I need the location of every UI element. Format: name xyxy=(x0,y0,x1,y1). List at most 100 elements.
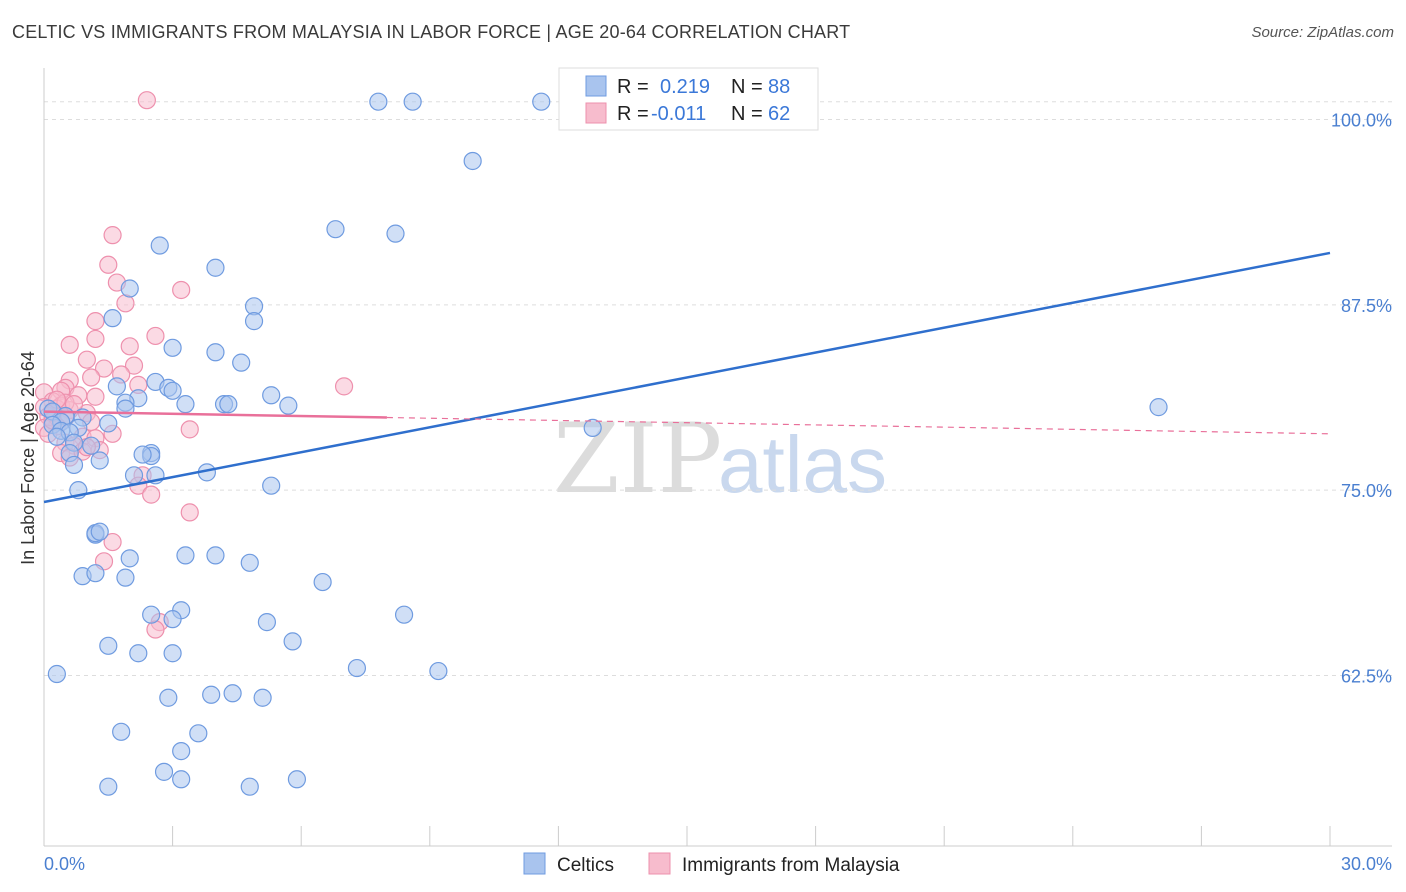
blue-point xyxy=(206,258,225,277)
blue-point xyxy=(154,762,174,781)
blue-point xyxy=(532,92,551,111)
gridlines xyxy=(44,101,1392,676)
pink-point xyxy=(60,335,79,354)
pink-point xyxy=(86,312,105,331)
legend-swatch-pink xyxy=(585,102,607,124)
blue-point xyxy=(150,236,169,255)
blue-point xyxy=(99,414,118,433)
trend-line-blue xyxy=(43,251,1331,504)
legend-r-value-blue: 0.219 xyxy=(660,76,710,98)
axes xyxy=(43,68,1392,847)
blue-point xyxy=(240,777,259,796)
y-axis-label: In Labor Force | Age 20-64 xyxy=(18,351,38,565)
blue-point xyxy=(244,312,264,331)
blue-point xyxy=(232,353,251,372)
blue-point xyxy=(287,770,307,789)
blue-point xyxy=(99,777,118,796)
blue-point xyxy=(347,658,367,678)
pink-point xyxy=(137,91,156,110)
y-tick-label: 62.5% xyxy=(1341,666,1392,686)
blue-point xyxy=(253,688,272,707)
y-tick-labels: 62.5% 75.0% 87.5% 100.0% xyxy=(1331,110,1392,686)
blue-point xyxy=(120,549,139,568)
blue-point xyxy=(172,742,191,761)
pink-point xyxy=(99,255,118,274)
blue-point xyxy=(86,564,105,583)
pink-point xyxy=(82,368,101,387)
blue-point xyxy=(386,224,405,243)
blue-point xyxy=(142,605,161,624)
y-tick-label: 75.0% xyxy=(1341,481,1392,501)
blue-point xyxy=(313,572,332,592)
blue-point xyxy=(262,476,281,495)
blue-point xyxy=(103,309,122,328)
blue-point xyxy=(206,546,225,565)
pink-point xyxy=(146,326,165,346)
blue-point xyxy=(64,455,84,475)
blue-point xyxy=(369,92,388,111)
blue-point xyxy=(394,605,414,624)
series-blue-points xyxy=(39,92,1168,796)
pink-point xyxy=(94,359,114,378)
blue-point xyxy=(47,664,66,684)
blue-point xyxy=(283,632,302,651)
blue-point xyxy=(163,381,182,400)
watermark-atlas: atlas xyxy=(718,420,887,509)
blue-point xyxy=(219,395,238,414)
legend-swatch-blue xyxy=(585,75,607,97)
watermark-zip: ZIP xyxy=(553,403,722,515)
blue-point xyxy=(116,568,135,587)
blue-point xyxy=(116,399,135,418)
blue-point xyxy=(47,427,66,446)
stats-legend: R = 0.219 N = 88 R = -0.011 N = 62 xyxy=(558,67,819,131)
blue-point xyxy=(326,220,345,239)
pink-point xyxy=(86,329,105,349)
blue-point xyxy=(112,722,131,741)
blue-point xyxy=(163,610,182,629)
x-tick-label-min: 0.0% xyxy=(44,854,85,874)
blue-point xyxy=(120,279,139,298)
blue-point xyxy=(172,770,191,789)
blue-point xyxy=(90,522,109,541)
blue-point xyxy=(403,92,422,111)
blue-point xyxy=(463,151,482,171)
blue-point xyxy=(223,684,242,703)
legend-n-label-pink: N = xyxy=(731,103,763,125)
series-legend: Celtics Immigrants from Malaysia xyxy=(523,852,900,876)
blue-point xyxy=(176,546,195,565)
blue-point xyxy=(90,451,109,470)
y-tick-label: 100.0% xyxy=(1331,110,1392,130)
pink-point xyxy=(142,485,161,504)
x-ticks xyxy=(43,826,1331,846)
series-legend-label-pink: Immigrants from Malaysia xyxy=(682,855,900,876)
blue-point xyxy=(163,338,182,357)
x-tick-label-max: 30.0% xyxy=(1341,854,1392,874)
pink-point xyxy=(120,337,139,356)
legend-n-value-blue: 88 xyxy=(768,76,790,98)
trend-line-pink-solid xyxy=(43,410,387,419)
legend-n-value-pink: 62 xyxy=(768,103,790,125)
blue-point xyxy=(206,343,225,362)
blue-point xyxy=(129,644,148,663)
blue-point xyxy=(107,377,126,396)
pink-point xyxy=(103,532,122,552)
blue-point xyxy=(1149,398,1168,417)
y-tick-label: 87.5% xyxy=(1341,296,1392,316)
legend-r-label-pink: R = xyxy=(617,103,649,125)
blue-point xyxy=(163,644,182,663)
legend-r-value-pink: -0.011 xyxy=(651,103,706,125)
blue-point xyxy=(257,613,277,632)
series-legend-label-blue: Celtics xyxy=(557,855,614,876)
blue-point xyxy=(124,466,144,485)
blue-point xyxy=(240,553,259,572)
pink-point xyxy=(180,503,199,522)
blue-point xyxy=(279,396,298,415)
pink-point xyxy=(172,280,191,300)
trend-line-pink-dashed xyxy=(386,416,1331,435)
blue-point xyxy=(262,386,281,405)
blue-point xyxy=(189,724,208,743)
pink-point xyxy=(103,226,122,245)
pink-point xyxy=(124,356,144,375)
blue-point xyxy=(99,636,118,655)
